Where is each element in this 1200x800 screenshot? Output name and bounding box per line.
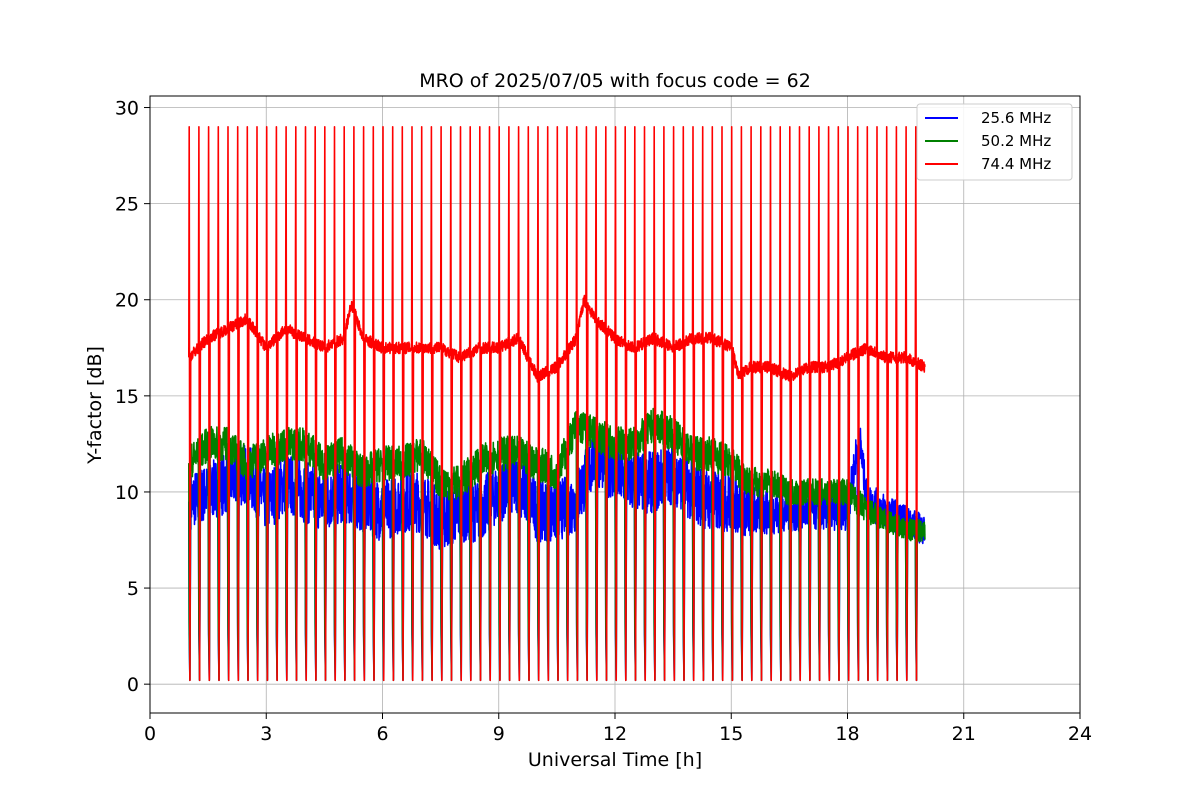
y-tick-label: 30 <box>115 98 139 120</box>
y-axis-label: Y-factor [dB] <box>84 346 106 465</box>
plot-area <box>188 126 926 682</box>
y-tick-label: 0 <box>127 674 139 696</box>
x-tick-label: 6 <box>376 723 388 745</box>
x-axis-label: Universal Time [h] <box>528 749 702 771</box>
y-tick-label: 10 <box>115 482 139 504</box>
x-tick-label: 3 <box>260 723 272 745</box>
legend: 25.6 MHz 50.2 MHz 74.4 MHz <box>916 103 1073 181</box>
legend-label: 25.6 MHz <box>981 109 1051 127</box>
y-axis: 0 5 10 15 20 25 30 <box>115 98 150 696</box>
x-tick-label: 15 <box>719 723 743 745</box>
legend-label: 74.4 MHz <box>981 155 1051 173</box>
x-tick-label: 0 <box>144 723 156 745</box>
legend-box <box>916 103 1073 181</box>
y-tick-label: 5 <box>127 578 139 600</box>
series-line <box>188 407 926 682</box>
x-tick-label: 21 <box>952 723 976 745</box>
chart-title: MRO of 2025/07/05 with focus code = 62 <box>419 70 811 92</box>
legend-label: 50.2 MHz <box>981 132 1051 150</box>
x-tick-label: 9 <box>493 723 505 745</box>
x-axis: 0 3 6 9 12 15 18 21 24 <box>144 713 1092 745</box>
series-line <box>188 126 926 682</box>
x-tick-label: 18 <box>835 723 859 745</box>
x-tick-label: 24 <box>1068 723 1092 745</box>
y-tick-label: 25 <box>115 194 139 216</box>
x-tick-label: 12 <box>603 723 627 745</box>
y-tick-label: 20 <box>115 290 139 312</box>
y-tick-label: 15 <box>115 386 139 408</box>
